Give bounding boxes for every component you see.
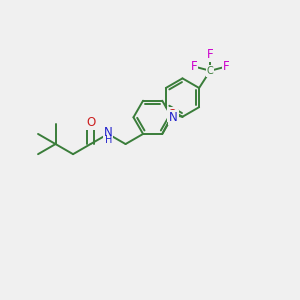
Text: O: O	[86, 116, 95, 129]
Text: F: F	[223, 60, 230, 73]
Text: F: F	[190, 60, 197, 73]
Text: O: O	[168, 108, 177, 121]
Text: H: H	[105, 136, 112, 146]
Text: C: C	[207, 66, 214, 76]
Text: N: N	[169, 111, 178, 124]
Text: N: N	[104, 126, 112, 139]
Text: F: F	[207, 48, 214, 61]
